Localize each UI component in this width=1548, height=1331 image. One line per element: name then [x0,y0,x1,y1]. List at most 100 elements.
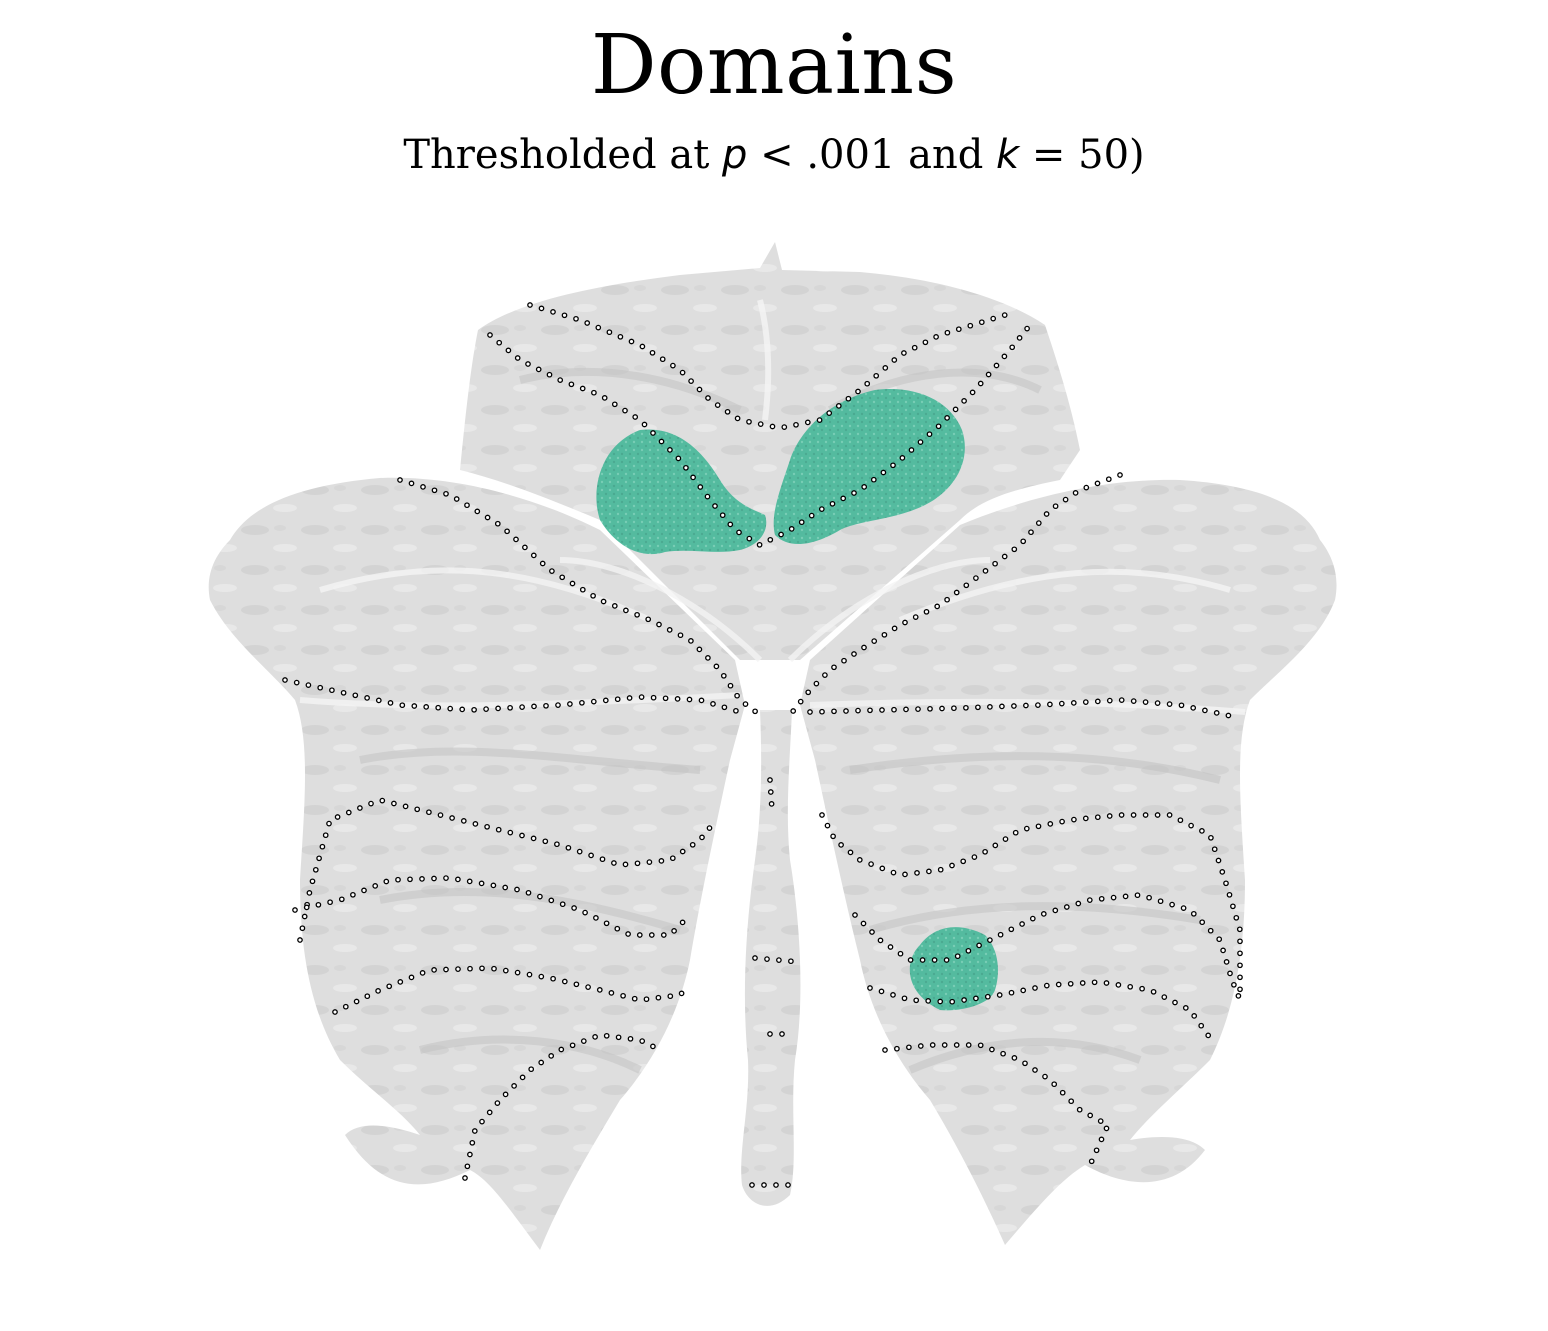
boundary-dot [579,586,586,593]
boundary-dot [779,1031,785,1037]
boundary-dot [785,1182,791,1188]
boundary-dot [634,860,641,867]
boundary-dot [1146,894,1152,901]
boundary-dot [1000,1050,1006,1057]
boundary-dot [829,500,836,507]
boundary-dot [841,657,847,664]
boundary-dot [1190,910,1197,917]
boundary-dot [478,880,485,887]
boundary-dot [941,1042,948,1048]
boundary-dot [1047,821,1054,827]
boundary-dot [601,395,608,401]
boundary-dot [1237,950,1243,957]
boundary-dot [688,638,694,644]
boundary-dot [973,995,979,1002]
boundary-dot [963,704,969,711]
k-symbol: k [996,132,1020,178]
boundary-dot [312,866,319,873]
boundary-dot [1198,1022,1205,1029]
boundary-dot [698,697,705,704]
boundary-dot [1068,1098,1075,1105]
boundary-dot [891,357,898,363]
boundary-dot [719,512,726,519]
boundary-dot [426,809,432,816]
boundary-dot [798,519,805,526]
boundary-dot [1052,907,1059,914]
boundary-dot [519,832,525,839]
boundary-dot [591,389,597,396]
boundary-dot [1223,880,1229,887]
boundary-dot [1098,895,1105,902]
boundary-dot [603,920,610,927]
boundary-dot [484,823,490,830]
boundary-dot [982,848,988,855]
boundary-dot [423,704,430,710]
boundary-dot [462,1175,468,1181]
boundary-dot [926,431,933,438]
boundary-dot [1219,869,1226,875]
boundary-dot [1001,353,1008,360]
boundary-dot [1103,980,1110,986]
boundary-dot [496,339,503,346]
boundary-dot [662,695,669,702]
boundary-dot [460,818,467,824]
boundary-dot [675,455,682,462]
boundary-dot [1076,1106,1083,1113]
boundary-dot [487,332,493,338]
boundary-dot [1043,982,1050,989]
boundary-dot [650,1043,656,1050]
boundary-dot [361,887,367,894]
boundary-dot [435,704,442,711]
boundary-dot [1237,986,1243,993]
boundary-dot [721,704,728,711]
boundary-dot [973,575,979,581]
boundary-dot [397,477,403,483]
boundary-dot [352,692,359,699]
boundary-dot [639,343,646,350]
boundary-dot [469,1139,476,1146]
boundary-dot [1043,511,1050,517]
boundary-dot [494,1100,501,1106]
boundary-dot [736,529,742,536]
boundary-dot [1172,999,1178,1006]
boundary-dot [528,1066,535,1073]
boundary-dot [471,706,477,713]
boundary-dot [573,315,579,322]
boundary-dot [1011,1055,1018,1061]
boundary-dot [1024,325,1030,332]
boundary-dot [282,677,288,683]
superior-cluster-right [773,389,965,545]
boundary-dot [877,937,884,944]
boundary-dot [505,347,512,354]
anterior-lobe-shape [460,242,1080,660]
boundary-dot [513,536,519,543]
boundary-dot [705,655,711,661]
boundary-dot [906,1044,912,1051]
boundary-dot [699,834,705,841]
boundary-dot [778,531,784,538]
boundary-dot [326,820,332,827]
boundary-dot [688,378,694,384]
boundary-dot [683,464,689,471]
boundary-dot [1071,816,1077,823]
boundary-dot [1223,959,1230,965]
boundary-dot [546,371,553,378]
boundary-dot [306,890,313,896]
boundary-dot [914,870,920,876]
boundary-dot [1122,893,1129,900]
boundary-dot [1117,472,1123,478]
boundary-dot [372,883,379,889]
boundary-dot [975,704,981,711]
boundary-dot [1188,822,1194,829]
boundary-dot [949,862,955,869]
boundary-dot [807,709,813,715]
boundary-dot [537,893,543,900]
boundary-dot [656,621,662,628]
boundary-dot [867,985,873,991]
boundary-dot [756,541,763,548]
boundary-dot [1202,707,1208,714]
boundary-dot [667,447,673,453]
boundary-dot [600,598,607,605]
boundary-dot [1052,503,1059,510]
boundary-dot [1032,1067,1038,1073]
